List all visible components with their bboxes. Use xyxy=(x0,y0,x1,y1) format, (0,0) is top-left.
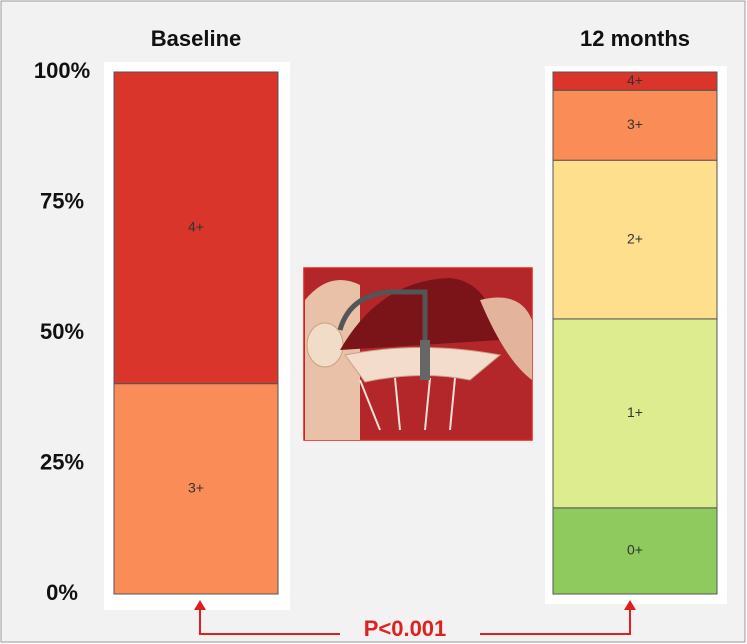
y-tick-label: 75% xyxy=(40,188,84,213)
segment-label: 1+ xyxy=(627,404,643,420)
annotation: P<0.001 xyxy=(364,616,447,641)
y-tick-label: 50% xyxy=(40,319,84,344)
segment-label: 4+ xyxy=(188,219,204,235)
valve-illustration xyxy=(304,268,532,440)
y-tick-label: 25% xyxy=(40,449,84,474)
segment-label: 3+ xyxy=(627,116,643,132)
category-label: 12 months xyxy=(580,26,690,51)
y-tick-label: 100% xyxy=(34,58,90,83)
segment-label: 2+ xyxy=(627,230,643,246)
segment-label: 3+ xyxy=(188,480,204,496)
category-label: Baseline xyxy=(151,26,242,51)
segment-label: 0+ xyxy=(627,542,643,558)
chart: P<0.001 0% 25% 50% 75% 100% Baseline 3+ 4+ 12 mo… xyxy=(0,0,747,644)
segment-label: 4+ xyxy=(627,72,643,88)
y-tick-label: 0% xyxy=(46,580,78,605)
